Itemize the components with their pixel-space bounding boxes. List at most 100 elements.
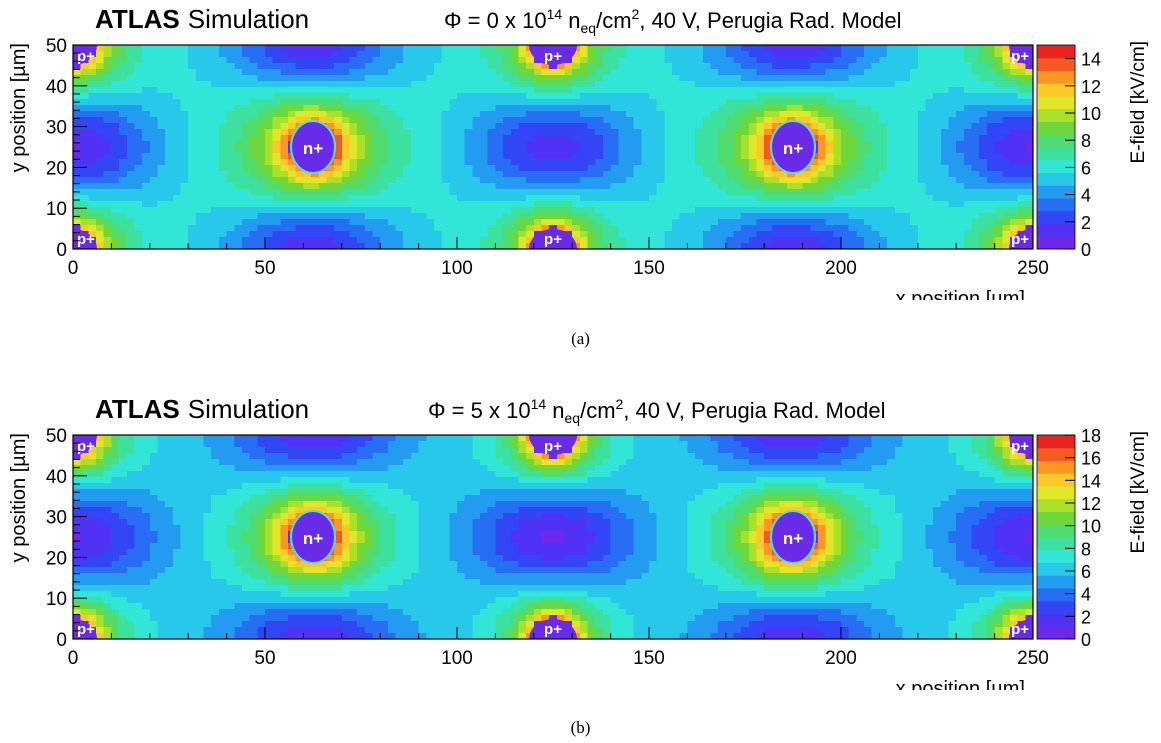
heatmap-cell	[433, 75, 443, 82]
heatmap-cell	[979, 201, 988, 208]
color-bar-segment	[1037, 159, 1075, 173]
heatmap-cell	[625, 147, 635, 154]
heatmap-cell	[940, 231, 950, 238]
heatmap-cell	[664, 231, 673, 238]
heatmap-cell	[787, 63, 796, 70]
heatmap-cell	[871, 177, 880, 184]
heatmap-cell	[119, 483, 128, 490]
heatmap-cell	[1002, 159, 1011, 166]
heatmap-cell	[318, 63, 328, 70]
heatmap-cell	[272, 141, 281, 148]
heatmap-cell	[779, 201, 788, 208]
heatmap-cell	[541, 225, 550, 232]
heatmap-cell	[142, 633, 151, 640]
heatmap-cell	[940, 57, 950, 64]
heatmap-cell	[756, 195, 765, 202]
heatmap-cell	[702, 93, 712, 100]
heatmap-cell	[188, 483, 197, 490]
heatmap-cell	[771, 195, 781, 202]
heatmap-cell	[165, 621, 174, 628]
heatmap-cell	[218, 183, 228, 190]
heatmap-cell	[80, 111, 89, 118]
heatmap-cell	[272, 117, 281, 124]
heatmap-cell	[526, 93, 535, 100]
heatmap-cell	[625, 63, 635, 70]
heatmap-cell	[249, 141, 258, 148]
heatmap-cell	[165, 471, 174, 478]
heatmap-cell	[142, 435, 151, 442]
heatmap-cell	[142, 627, 151, 634]
heatmap-cell	[80, 219, 89, 226]
heatmap-cell	[426, 195, 435, 202]
heatmap-cell	[111, 471, 120, 478]
heatmap-cell	[103, 51, 112, 58]
heatmap-cell	[510, 219, 520, 226]
heatmap-cell	[149, 93, 159, 100]
heatmap-cell	[864, 231, 873, 238]
heatmap-cell	[764, 111, 773, 118]
heatmap-cell	[817, 243, 827, 250]
heatmap-cell	[1017, 159, 1026, 166]
heatmap-cell	[979, 117, 988, 124]
heatmap-cell	[656, 213, 665, 220]
heatmap-cell	[956, 63, 965, 70]
heatmap-cell	[702, 213, 712, 220]
heatmap-cell	[756, 51, 765, 58]
heatmap-cell	[564, 225, 573, 232]
heatmap-cell	[948, 213, 957, 220]
heatmap-cell	[372, 213, 381, 220]
heatmap-cell	[1017, 111, 1026, 118]
heatmap-cell	[841, 123, 850, 130]
heatmap-cell	[380, 237, 389, 244]
heatmap-cell	[134, 225, 143, 232]
heatmap-cell	[664, 243, 673, 250]
heatmap-cell	[395, 57, 404, 64]
heatmap-cell	[457, 183, 466, 190]
heatmap-cell	[856, 243, 865, 250]
heatmap-cell	[349, 69, 358, 76]
heatmap-cell	[1009, 93, 1019, 100]
heatmap-cell	[472, 243, 481, 250]
heatmap-cell	[334, 147, 343, 154]
heatmap-cell	[825, 129, 834, 136]
heatmap-cell	[748, 177, 758, 184]
heatmap-cell	[88, 543, 97, 550]
heatmap-cell	[80, 561, 89, 568]
heatmap-cell	[326, 237, 335, 244]
heatmap-cell	[595, 117, 604, 124]
heatmap-cell	[195, 183, 205, 190]
heatmap-cell	[357, 189, 366, 196]
heatmap-cell	[134, 507, 143, 514]
heatmap-cell	[687, 63, 696, 70]
heatmap-cell	[986, 105, 996, 112]
heatmap-cell	[364, 51, 374, 58]
heatmap-cell	[211, 141, 220, 148]
heatmap-cell	[318, 57, 328, 64]
heatmap-cell	[149, 555, 159, 562]
heatmap-cell	[610, 51, 619, 58]
heatmap-cell	[579, 45, 589, 52]
heatmap-cell	[526, 81, 535, 88]
heatmap-cell	[341, 207, 351, 214]
heatmap-cell	[925, 51, 934, 58]
heatmap-cell	[925, 171, 934, 178]
heatmap-cell	[664, 189, 673, 196]
heatmap-cell	[234, 195, 243, 202]
heatmap-cell	[963, 105, 973, 112]
heatmap-cell	[380, 63, 389, 70]
heatmap-cell	[764, 243, 773, 250]
heatmap-cell	[1009, 69, 1019, 76]
x-tick-label: 100	[441, 258, 473, 279]
heatmap-cell	[464, 75, 473, 82]
heatmap-cell	[403, 237, 412, 244]
heatmap-cell	[410, 231, 420, 238]
heatmap-cell	[971, 177, 980, 184]
heatmap-cell	[441, 195, 450, 202]
heatmap-cell	[833, 195, 842, 202]
heatmap-cell	[503, 177, 512, 184]
heatmap-cell	[518, 243, 527, 250]
heatmap-cell	[149, 519, 159, 526]
heatmap-cell	[902, 75, 911, 82]
heatmap-cell	[910, 177, 919, 184]
heatmap-cell	[142, 195, 151, 202]
